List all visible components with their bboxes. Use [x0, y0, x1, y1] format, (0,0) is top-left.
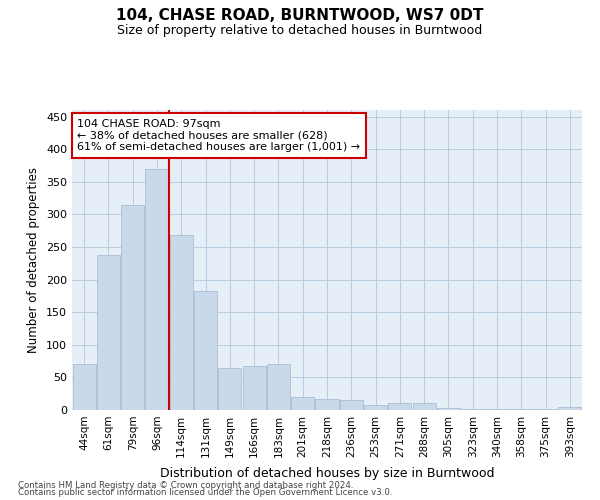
Text: Size of property relative to detached houses in Burntwood: Size of property relative to detached ho… — [118, 24, 482, 37]
Bar — [413, 404, 436, 410]
Bar — [437, 408, 460, 410]
Text: 104, CHASE ROAD, BURNTWOOD, WS7 0DT: 104, CHASE ROAD, BURNTWOOD, WS7 0DT — [116, 8, 484, 22]
Bar — [97, 256, 120, 410]
Bar — [73, 364, 95, 410]
Text: 104 CHASE ROAD: 97sqm
← 38% of detached houses are smaller (628)
61% of semi-det: 104 CHASE ROAD: 97sqm ← 38% of detached … — [77, 119, 360, 152]
Y-axis label: Number of detached properties: Number of detached properties — [28, 167, 40, 353]
Bar — [267, 364, 290, 410]
Bar — [364, 405, 387, 410]
Text: Distribution of detached houses by size in Burntwood: Distribution of detached houses by size … — [160, 467, 494, 480]
Bar — [559, 408, 581, 410]
Bar — [242, 366, 266, 410]
Bar — [340, 400, 363, 410]
Bar — [291, 397, 314, 410]
Bar — [218, 368, 241, 410]
Bar — [388, 404, 412, 410]
Bar — [316, 399, 338, 410]
Bar — [194, 290, 217, 410]
Bar — [170, 235, 193, 410]
Bar — [145, 168, 169, 410]
Text: Contains HM Land Registry data © Crown copyright and database right 2024.: Contains HM Land Registry data © Crown c… — [18, 480, 353, 490]
Text: Contains public sector information licensed under the Open Government Licence v3: Contains public sector information licen… — [18, 488, 392, 497]
Bar — [121, 204, 144, 410]
